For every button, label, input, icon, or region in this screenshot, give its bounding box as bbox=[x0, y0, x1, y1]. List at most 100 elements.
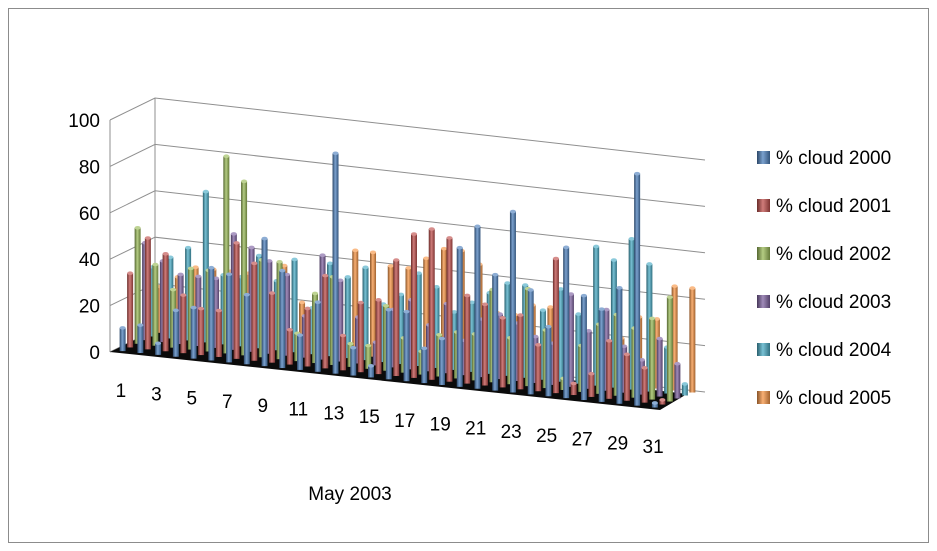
bar-cap bbox=[319, 253, 326, 258]
bar-cap bbox=[226, 272, 233, 277]
bar bbox=[563, 247, 570, 399]
bar-cap bbox=[552, 256, 559, 261]
bar-cap bbox=[539, 308, 546, 312]
bar-cap bbox=[567, 292, 574, 296]
bar bbox=[137, 325, 144, 353]
bar bbox=[567, 294, 574, 387]
bar-cap bbox=[557, 287, 564, 291]
bar-cap bbox=[347, 341, 354, 346]
x-axis-label: May 2003 bbox=[308, 484, 391, 505]
bar bbox=[616, 287, 623, 404]
bar-cap bbox=[585, 328, 592, 333]
bar-cap bbox=[215, 308, 222, 313]
legend-swatch bbox=[757, 247, 770, 260]
bar bbox=[144, 237, 151, 350]
bar-cap bbox=[365, 343, 372, 348]
bar-cap bbox=[241, 179, 248, 184]
bar-cap bbox=[297, 333, 304, 337]
bar-cap bbox=[588, 371, 595, 376]
bar bbox=[375, 299, 382, 375]
bar bbox=[215, 310, 222, 357]
bar-cap bbox=[385, 307, 392, 312]
bar bbox=[370, 252, 377, 357]
bar-cap bbox=[649, 316, 656, 321]
bar-cap bbox=[456, 245, 463, 250]
legend: % cloud 2000 % cloud 2001 % cloud 2002 % cl… bbox=[757, 148, 892, 409]
bar-cap bbox=[344, 275, 351, 279]
bar bbox=[535, 344, 542, 392]
bar bbox=[337, 280, 344, 362]
bar bbox=[438, 338, 445, 385]
bar-cap bbox=[172, 308, 179, 313]
bar-cap bbox=[284, 272, 291, 277]
legend-swatch bbox=[757, 151, 770, 164]
bar bbox=[134, 227, 141, 344]
bar bbox=[291, 259, 298, 353]
bar-cap bbox=[570, 381, 577, 386]
bar-cap bbox=[281, 263, 288, 268]
bar-cap bbox=[433, 284, 440, 289]
bar-cap bbox=[177, 272, 184, 277]
bar bbox=[393, 260, 400, 376]
bar bbox=[415, 273, 422, 366]
bar bbox=[656, 338, 663, 397]
gridline bbox=[109, 143, 706, 207]
bar-cap bbox=[180, 293, 187, 297]
bar bbox=[180, 295, 187, 354]
bar-cap bbox=[269, 291, 276, 295]
bar-cap bbox=[403, 309, 410, 314]
bars bbox=[119, 151, 696, 408]
bar bbox=[385, 309, 392, 380]
bar-cap bbox=[653, 317, 660, 321]
bar-cap bbox=[527, 288, 534, 292]
bar-cap bbox=[251, 261, 258, 266]
bar-cap bbox=[646, 262, 653, 266]
bar-cap bbox=[185, 245, 192, 250]
bar bbox=[279, 270, 286, 369]
bar bbox=[344, 276, 351, 359]
bar bbox=[243, 294, 250, 365]
bar-cap bbox=[438, 336, 445, 341]
bar bbox=[352, 250, 359, 355]
bar bbox=[152, 264, 159, 346]
x-tick-label: 1 bbox=[116, 381, 127, 402]
bar bbox=[545, 326, 552, 397]
x-tick-label: 15 bbox=[359, 407, 380, 428]
bar-cap bbox=[547, 305, 554, 309]
y-tick-label: 80 bbox=[79, 157, 100, 178]
bar-cap bbox=[634, 171, 641, 176]
bar bbox=[423, 258, 430, 363]
bar bbox=[585, 330, 592, 389]
bar bbox=[322, 275, 329, 369]
bar-cap bbox=[352, 248, 359, 253]
bar-cap bbox=[368, 364, 375, 368]
bar-cap bbox=[192, 265, 199, 270]
bar bbox=[251, 263, 258, 361]
bar bbox=[433, 286, 440, 368]
y-tick-label: 100 bbox=[68, 111, 100, 132]
legend-swatch bbox=[757, 199, 770, 212]
bar bbox=[340, 335, 347, 371]
legend-label: % cloud 2000 bbox=[776, 148, 891, 169]
bar-cap bbox=[451, 310, 458, 314]
x-tick-label: 7 bbox=[222, 392, 233, 413]
bar-cap bbox=[279, 268, 286, 273]
bar-cap bbox=[357, 300, 364, 305]
bar bbox=[350, 347, 357, 376]
x-tick-label: 25 bbox=[536, 426, 557, 447]
bar bbox=[421, 348, 428, 384]
bar bbox=[446, 237, 453, 382]
bar bbox=[233, 242, 240, 359]
bar-cap bbox=[261, 236, 268, 241]
x-tick-label: 23 bbox=[501, 422, 522, 443]
bar bbox=[456, 247, 463, 387]
bar-cap bbox=[415, 271, 422, 276]
bar-cap bbox=[504, 281, 511, 285]
bar bbox=[304, 308, 311, 367]
bar-cap bbox=[312, 291, 319, 296]
bar-cap bbox=[598, 307, 605, 311]
bar-cap bbox=[651, 401, 658, 405]
bar-cap bbox=[509, 209, 516, 214]
bar-cap bbox=[276, 259, 283, 264]
